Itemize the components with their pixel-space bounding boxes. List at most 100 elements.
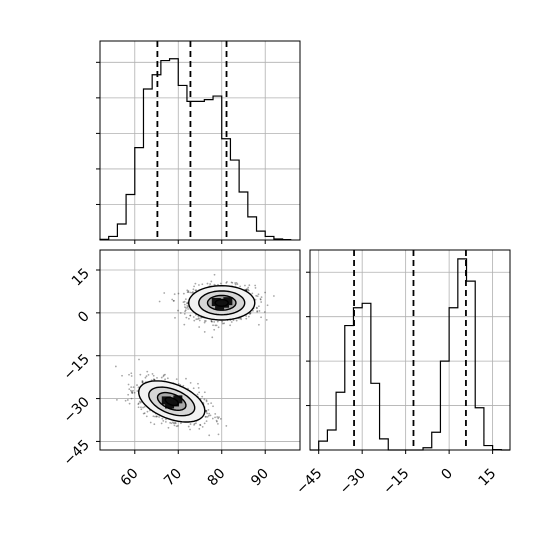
scatter-point: [156, 376, 158, 379]
scatter-point: [184, 298, 187, 301]
x-tick-label: 0: [438, 466, 456, 484]
scatter-point: [205, 399, 208, 402]
scatter-point: [151, 373, 154, 375]
histogram-bar: [380, 439, 389, 450]
scatter-point: [198, 391, 201, 394]
scatter-point: [193, 423, 195, 426]
scatter-point: [143, 405, 146, 408]
scatter-point: [193, 285, 195, 288]
scatter-point: [180, 422, 182, 425]
scatter-point: [217, 326, 220, 329]
scatter-point: [114, 365, 117, 368]
scatter-point: [209, 283, 212, 285]
scatter-point: [138, 400, 141, 403]
scatter-point: [189, 291, 192, 294]
scatter-point: [235, 319, 238, 322]
scatter-point: [207, 408, 210, 411]
histogram-bar: [449, 308, 458, 450]
scatter-point: [137, 403, 140, 406]
x-tick-label: −30: [337, 466, 369, 498]
scatter-point: [256, 295, 259, 298]
scatter-point: [188, 317, 190, 320]
scatter-point: [195, 318, 198, 321]
scatter-point: [173, 424, 176, 427]
scatter-point: [155, 415, 158, 418]
scatter-point: [221, 320, 224, 323]
scatter-point: [256, 310, 259, 312]
scatter-point: [116, 398, 118, 401]
x-tick-label: 15: [476, 466, 500, 490]
y-tick-label: −30: [61, 394, 93, 426]
scatter-point: [216, 420, 218, 423]
histogram-bar: [126, 195, 135, 240]
scatter-point: [163, 374, 165, 377]
scatter-point: [153, 378, 156, 381]
scatter-point: [210, 402, 213, 405]
scatter-point: [211, 320, 213, 323]
scatter-point: [258, 310, 261, 312]
scatter-point: [201, 425, 204, 428]
scatter-point: [137, 402, 140, 405]
scatter-point: [197, 382, 199, 385]
scatter-point: [130, 389, 132, 392]
scatter-point: [203, 398, 206, 401]
scatter-point: [192, 288, 195, 291]
scatter-point: [139, 373, 142, 376]
y-tick-label: −45: [61, 437, 93, 469]
scatter-point: [142, 412, 145, 415]
scatter-point: [219, 282, 222, 285]
scatter-point: [175, 378, 178, 381]
scatter-point: [137, 406, 140, 409]
scatter-point: [136, 390, 139, 392]
scatter-point: [213, 321, 216, 323]
scatter-point: [203, 321, 206, 324]
scatter-point: [245, 289, 248, 291]
scatter-point: [145, 415, 148, 418]
scatter-point: [165, 418, 167, 421]
scatter-point: [209, 414, 212, 417]
scatter-point: [160, 376, 163, 379]
scatter-point: [128, 402, 131, 405]
scatter-point: [185, 307, 187, 309]
scatter-point: [184, 309, 187, 311]
scatter-point: [257, 305, 260, 308]
x-tick-label: 80: [205, 466, 229, 490]
scatter-point: [198, 319, 201, 322]
scatter-point: [128, 373, 130, 376]
scatter-point: [140, 408, 143, 411]
scatter-point: [247, 288, 250, 291]
scatter-point: [127, 393, 130, 396]
scatter-point: [259, 298, 262, 300]
scatter-point: [177, 383, 180, 385]
density-core-cell: [161, 396, 171, 405]
scatter-point: [207, 414, 210, 417]
scatter-point: [200, 317, 202, 319]
scatter-point: [182, 384, 185, 387]
scatter-point: [191, 291, 193, 294]
scatter-point: [146, 370, 149, 373]
scatter-point: [234, 282, 236, 284]
scatter-point: [198, 284, 200, 286]
scatter-point: [177, 309, 179, 312]
scatter-point: [217, 417, 220, 420]
scatter-point: [182, 292, 185, 295]
scatter-point: [141, 381, 144, 384]
scatter-point: [213, 283, 216, 286]
scatter-point: [203, 422, 206, 425]
histogram-bar: [135, 148, 144, 240]
scatter-point: [173, 299, 175, 302]
scatter-point: [255, 294, 258, 297]
scatter-point: [164, 378, 166, 381]
scatter-point: [212, 324, 214, 327]
scatter-point: [195, 422, 197, 425]
scatter-point: [174, 421, 176, 424]
scatter-point: [204, 320, 207, 322]
scatter-point: [155, 415, 158, 418]
histogram-bar: [336, 392, 345, 450]
scatter-point: [210, 280, 213, 283]
scatter-point: [247, 315, 250, 318]
scatter-point: [179, 312, 182, 314]
scatter-point: [205, 400, 208, 403]
contour-line: [156, 391, 187, 411]
x-tick-label: 60: [118, 466, 142, 490]
